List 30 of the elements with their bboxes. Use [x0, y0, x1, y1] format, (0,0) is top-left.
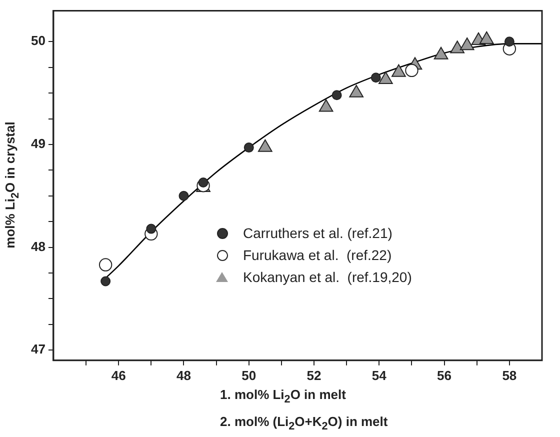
x-tick-label: 46 — [111, 368, 126, 383]
x-tick-label: 58 — [502, 368, 517, 383]
point — [349, 84, 364, 98]
x-tick-label: 50 — [242, 368, 256, 383]
x-tick-label: 52 — [306, 368, 322, 383]
y-tick-label: 49 — [30, 136, 46, 152]
point — [258, 139, 272, 152]
legend-label: Carruthers et al. (ref.21) — [243, 224, 392, 243]
x-tick-label: 56 — [437, 368, 452, 383]
x-tick-label: 54 — [372, 368, 388, 383]
point — [434, 46, 448, 60]
point — [178, 190, 189, 201]
point — [318, 99, 334, 112]
point — [479, 31, 494, 44]
y-tick-label: 50 — [30, 33, 46, 48]
point — [392, 64, 406, 77]
point — [244, 142, 254, 153]
legend-label: Kokanyan et al. (ref.19,20) — [243, 268, 412, 287]
y-tick-label: 47 — [30, 342, 46, 357]
point — [450, 40, 464, 54]
point — [146, 224, 156, 234]
x-tick-label: 48 — [176, 368, 191, 383]
x-axis-title: 1. mol% Li$_{2}$O in melt 2. mol% (Li$_{2}$O+K$_{2}$O) in melt — [220, 386, 388, 434]
legend-label: Furukawa et al. (ref.22) — [243, 246, 392, 265]
y-tick-label: 48 — [30, 238, 46, 254]
point — [198, 178, 208, 188]
point — [100, 276, 111, 286]
point — [98, 258, 112, 272]
point — [378, 71, 393, 84]
point — [460, 38, 474, 50]
